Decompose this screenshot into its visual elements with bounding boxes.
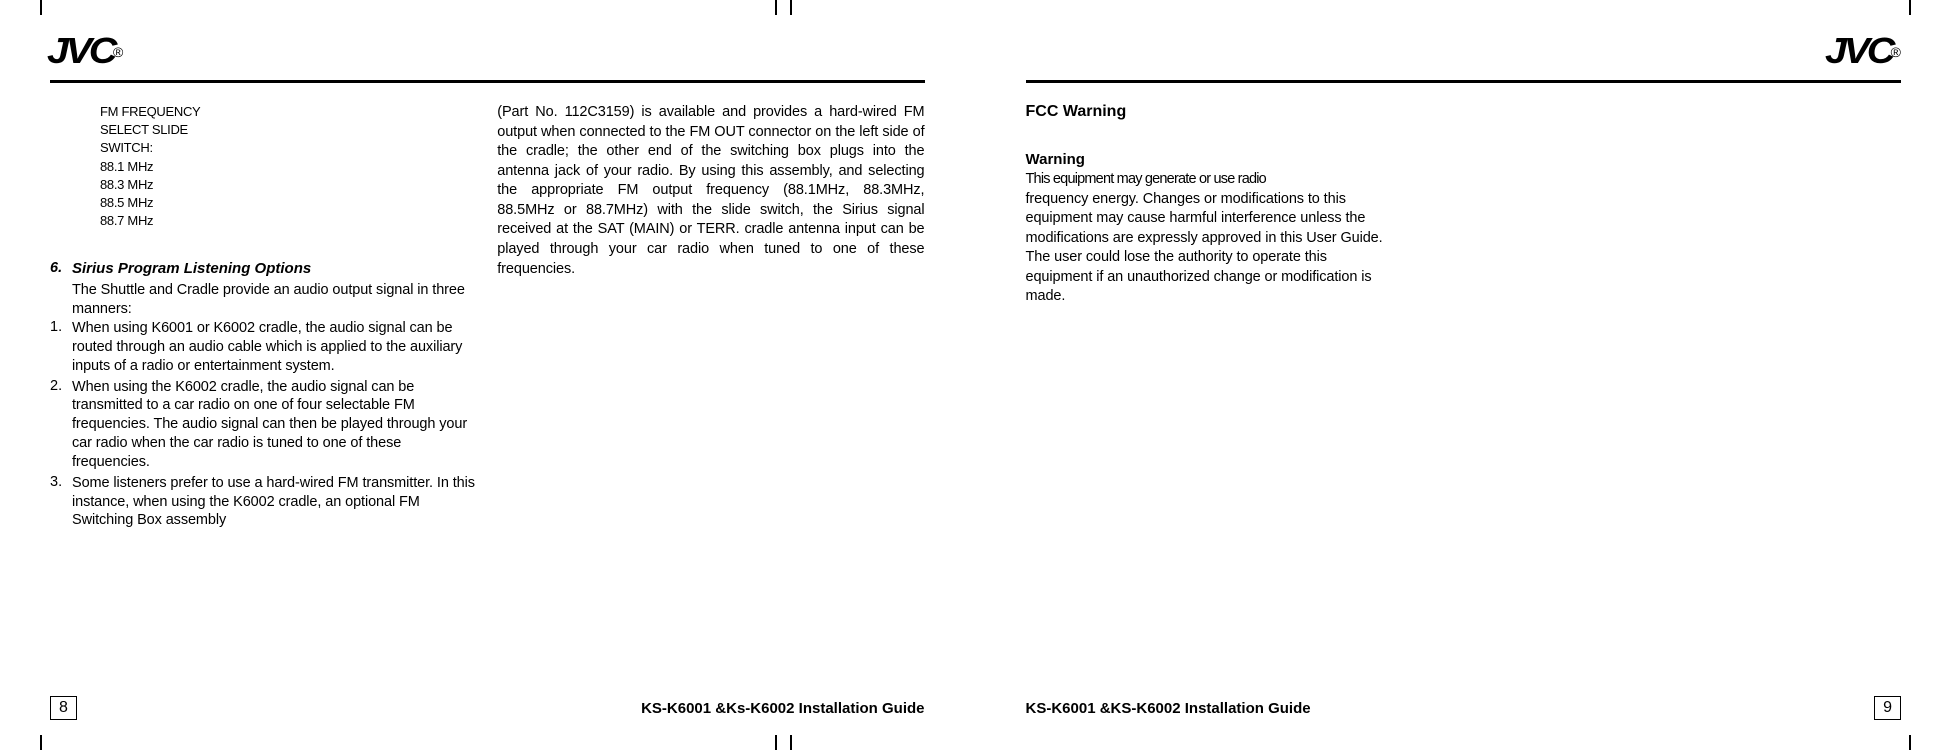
warning-heading: Warning [1026,151,1386,168]
list-num: 1. [50,319,72,376]
list-num: 2. [50,378,72,472]
header-divider [1026,80,1902,83]
logo-text: JVC [1825,30,1892,72]
footer: 8 KS-K6001 &Ks-K6002 Installation Guide [50,696,925,720]
warning-body: frequency energy. Changes or modificatio… [1026,190,1386,307]
section-intro: The Shuttle and Cradle provide an audio … [72,281,477,319]
freq-label: SELECT SLIDE [100,121,477,139]
freq-value: 88.7 MHz [100,212,477,230]
list-num: 3. [50,474,72,531]
page-number: 8 [50,696,77,720]
header-divider [50,80,925,83]
fcc-heading: FCC Warning [1026,103,1386,121]
list-item: 1. When using K6001 or K6002 cradle, the… [50,319,477,376]
content-area: FM FREQUENCY SELECT SLIDE SWITCH: 88.1 M… [50,103,925,532]
continuation-text: (Part No. 112C3159) is available and pro… [497,103,924,279]
footer: KS-K6001 &KS-K6002 Installation Guide 9 [1026,696,1902,720]
warning-line1: This equipment may generate or use radio [1026,170,1386,190]
section-num: 6. [50,260,72,279]
right-page: JVC® FCC Warning Warning This equipment … [976,0,1951,750]
jvc-logo: JVC® [1828,30,1901,72]
list-text: When using K6001 or K6002 cradle, the au… [72,319,477,376]
freq-label: FM FREQUENCY [100,103,477,121]
freq-label: SWITCH: [100,139,477,157]
list-item: 3. Some listeners prefer to use a hard-w… [50,474,477,531]
footer-title: KS-K6001 &Ks-K6002 Installation Guide [641,700,924,717]
content-area: FCC Warning Warning This equipment may g… [1026,103,1902,307]
jvc-logo: JVC® [50,30,123,72]
logo-text: JVC [47,30,114,72]
right-column: (Part No. 112C3159) is available and pro… [497,103,924,532]
fcc-column: FCC Warning Warning This equipment may g… [1026,103,1386,307]
section-heading-row: 6. Sirius Program Listening Options [50,260,477,279]
freq-value: 88.5 MHz [100,194,477,212]
empty-column [1406,103,1902,307]
footer-title: KS-K6001 &KS-K6002 Installation Guide [1026,700,1311,717]
list-item: 2. When using the K6002 cradle, the audi… [50,378,477,472]
logo-container: JVC® [1026,30,1902,72]
page-number: 9 [1874,696,1901,720]
left-page: JVC® FM FREQUENCY SELECT SLIDE SWITCH: 8… [0,0,976,750]
list-text: When using the K6002 cradle, the audio s… [72,378,477,472]
logo-reg: ® [113,44,123,60]
logo-reg: ® [1891,44,1901,60]
list-text: Some listeners prefer to use a hard-wire… [72,474,477,531]
frequency-box: FM FREQUENCY SELECT SLIDE SWITCH: 88.1 M… [100,103,477,230]
logo-container: JVC® [50,30,925,72]
freq-value: 88.3 MHz [100,176,477,194]
left-column: FM FREQUENCY SELECT SLIDE SWITCH: 88.1 M… [50,103,477,532]
section-title: Sirius Program Listening Options [72,260,311,277]
freq-value: 88.1 MHz [100,158,477,176]
